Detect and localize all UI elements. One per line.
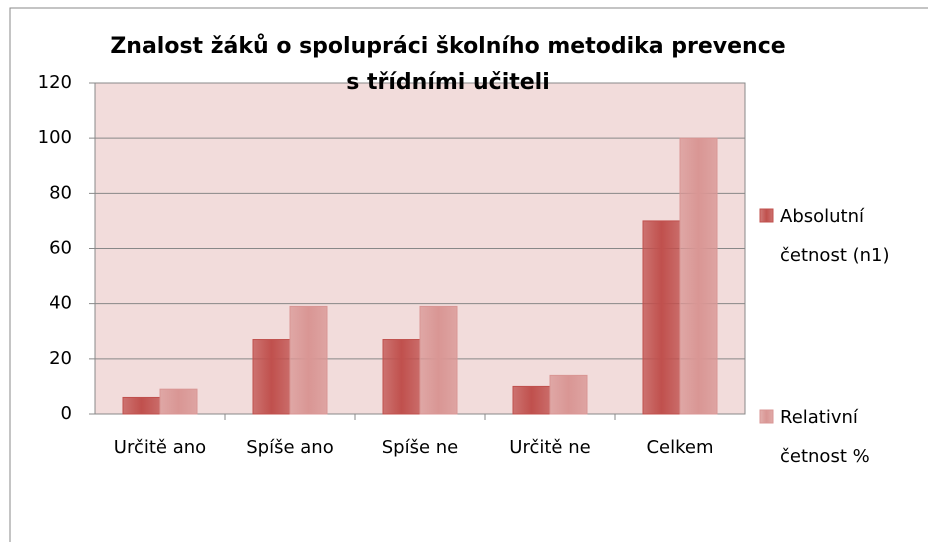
legend-swatch	[759, 409, 774, 424]
x-tick-label: Spíše ano	[246, 437, 333, 458]
bar	[122, 396, 161, 415]
y-tick-label: 80	[49, 182, 72, 203]
y-tick-label: 40	[49, 293, 72, 314]
chart-title: Znalost žáků o spolupráci školního metod…	[110, 34, 785, 59]
legend-label: Relativní četnost %	[780, 407, 870, 467]
bar	[159, 388, 198, 415]
bar	[512, 385, 551, 415]
y-tick-label: 100	[38, 127, 72, 148]
legend-label: Absolutní četnost (n1)	[780, 206, 890, 266]
x-tick-label: Celkem	[646, 437, 713, 458]
x-tick-label: Určitě ne	[509, 437, 590, 458]
chart-title: s třídními učiteli	[346, 70, 550, 95]
bar	[382, 339, 421, 415]
bar	[252, 339, 291, 415]
y-tick-label: 0	[61, 403, 72, 424]
y-tick-label: 120	[38, 72, 72, 93]
bar	[679, 137, 718, 415]
x-tick-label: Spíše ne	[382, 437, 459, 458]
bar	[419, 305, 458, 415]
bar	[549, 374, 588, 415]
x-tick-label: Určitě ano	[114, 437, 206, 458]
bar	[289, 305, 328, 415]
y-tick-label: 20	[49, 348, 72, 369]
y-tick-label: 60	[49, 238, 72, 259]
bar	[642, 220, 681, 415]
legend-swatch	[759, 208, 774, 223]
